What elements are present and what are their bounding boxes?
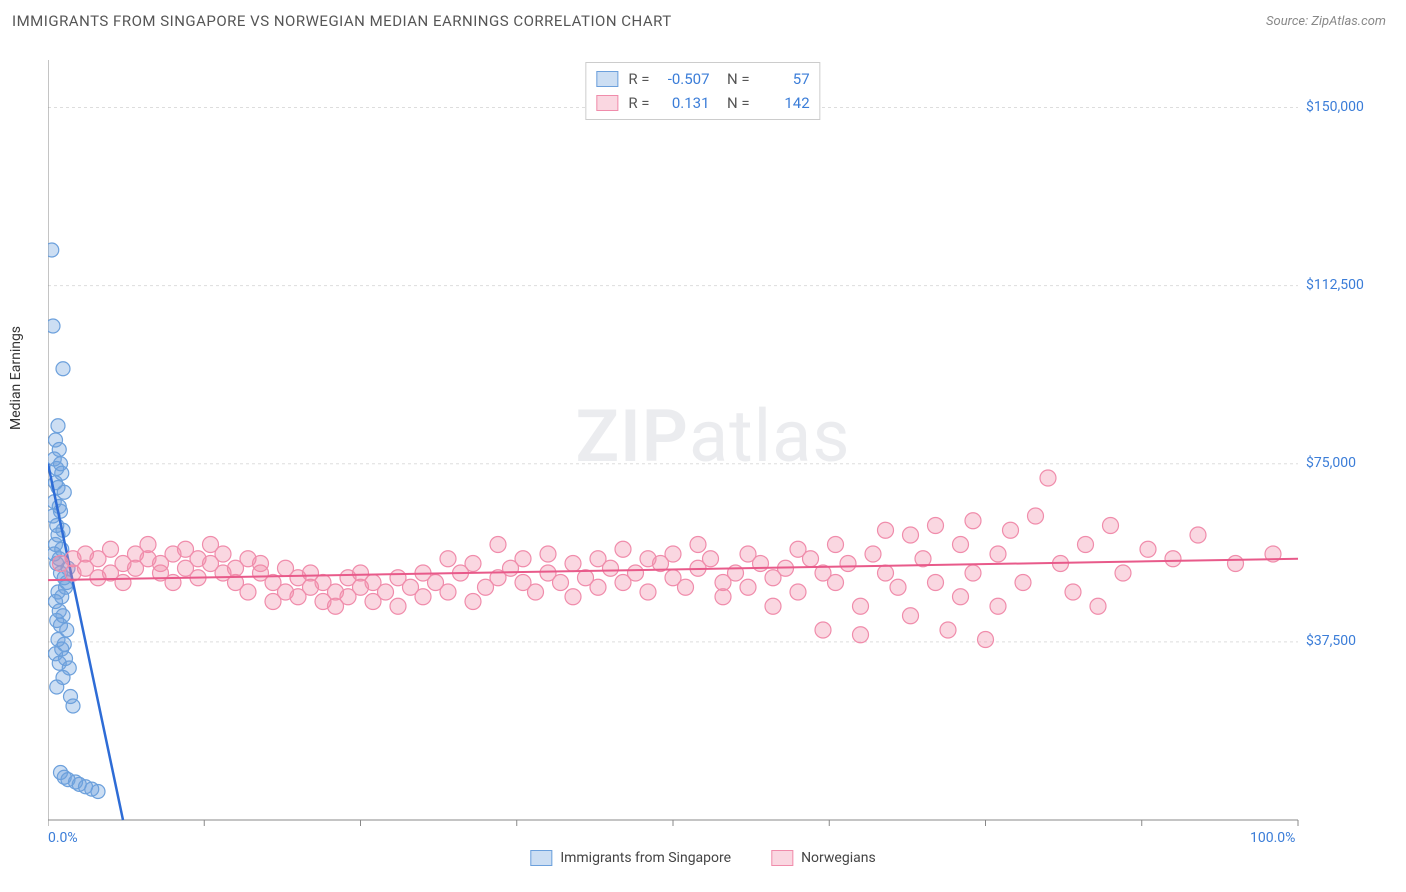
legend-swatch-1 (530, 850, 552, 866)
legend-swatch-2 (771, 850, 793, 866)
y-tick-label: $37,500 (1306, 633, 1356, 649)
x-tick-label: 0.0% (48, 830, 78, 846)
n-label: N = (720, 67, 750, 91)
n-label: N = (720, 91, 750, 115)
stats-row-series-1: R = -0.507 N = 57 (596, 67, 809, 91)
chart-title: IMMIGRANTS FROM SINGAPORE VS NORWEGIAN M… (12, 12, 672, 30)
legend-label-2: Norwegians (801, 850, 876, 866)
legend-item-1: Immigrants from Singapore (530, 850, 731, 866)
n-value-1: 57 (760, 67, 810, 91)
source-attribution: Source: ZipAtlas.com (1266, 14, 1386, 29)
correlation-stats-box: R = -0.507 N = 57 R = 0.131 N = 142 (585, 62, 820, 120)
chart-area: ZIPatlas $37,500$75,000$112,500$150,0000… (48, 60, 1378, 830)
y-axis-label: Median Earnings (8, 326, 24, 430)
r-label: R = (628, 67, 649, 91)
swatch-series-1 (596, 71, 618, 87)
x-tick-label: 100.0% (1250, 830, 1295, 846)
r-value-2: 0.131 (660, 91, 710, 115)
bottom-legend: Immigrants from Singapore Norwegians (530, 850, 875, 866)
y-tick-label: $150,000 (1306, 99, 1364, 115)
n-value-2: 142 (760, 91, 810, 115)
scatter-plot (48, 60, 1378, 830)
stats-row-series-2: R = 0.131 N = 142 (596, 91, 809, 115)
swatch-series-2 (596, 95, 618, 111)
r-value-1: -0.507 (660, 67, 710, 91)
y-tick-label: $75,000 (1306, 455, 1356, 471)
legend-item-2: Norwegians (771, 850, 876, 866)
legend-label-1: Immigrants from Singapore (560, 850, 731, 866)
r-label: R = (628, 91, 649, 115)
y-tick-label: $112,500 (1306, 277, 1364, 293)
